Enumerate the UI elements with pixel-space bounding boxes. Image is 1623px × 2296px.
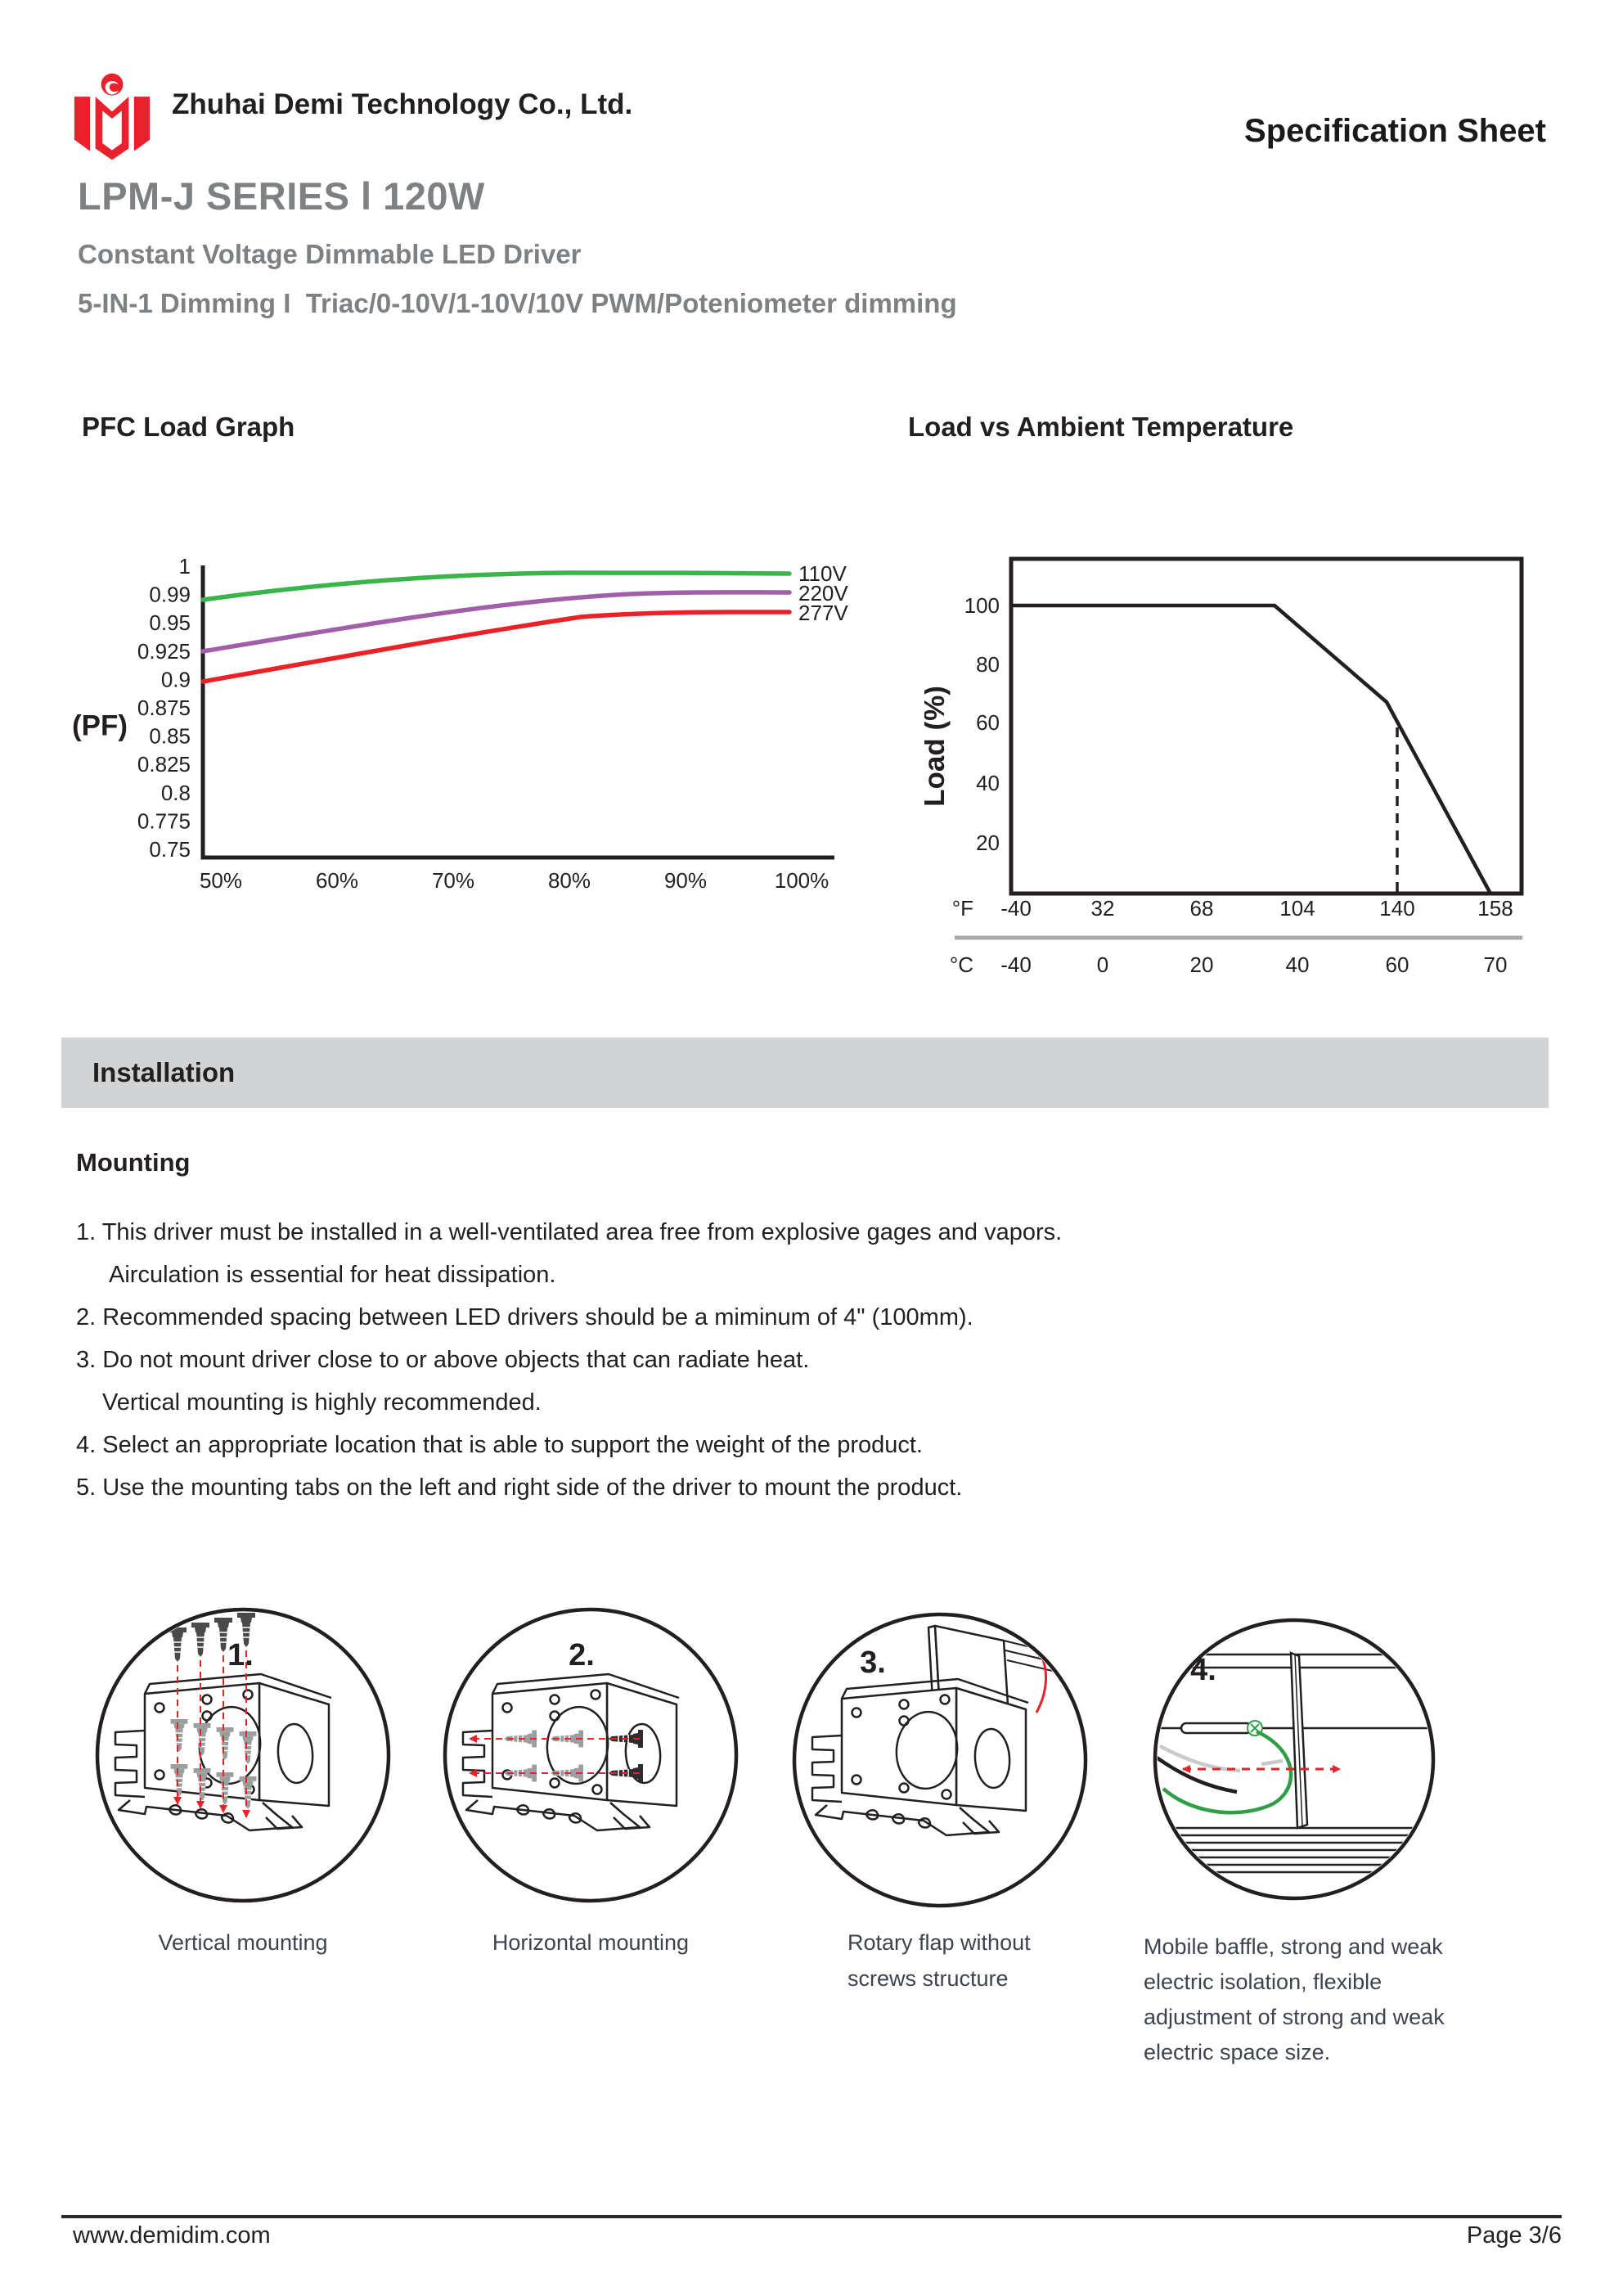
pfc-y-tick: 0.875: [137, 696, 191, 720]
c-tick: 20: [1190, 952, 1214, 977]
company-name: Zhuhai Demi Technology Co., Ltd.: [172, 88, 633, 120]
mounting-instructions: 1. This driver must be installed in a we…: [76, 1211, 1549, 1509]
installation-section-title: Installation: [92, 1057, 236, 1087]
pfc-x-tick: 60%: [316, 868, 358, 893]
subtitle-line-2: 5-IN-1 Dimming I Triac/0-10V/1-10V/10V P…: [78, 288, 957, 318]
load-y-axis-label: Load (%): [924, 686, 951, 807]
load-plot-frame: [1009, 556, 1524, 896]
f-tick: 68: [1190, 896, 1214, 921]
mounting-step: 3. Do not mount driver close to or above…: [76, 1347, 810, 1373]
pfc-y-axis-label: (PF): [72, 710, 128, 742]
c-tick: 0: [1097, 952, 1108, 977]
f-tick: 104: [1279, 896, 1315, 921]
caption-line: screws structure: [847, 1966, 1009, 1991]
sheet-title: Specification Sheet: [1244, 113, 1546, 149]
pfc-x-tick: 50%: [200, 868, 242, 893]
mounting-step: 4. Select an appropriate location that i…: [76, 1432, 923, 1458]
legend-277v: 277V: [798, 601, 848, 625]
pfc-y-tick: 0.825: [137, 752, 191, 777]
pfc-y-tick: 0.95: [149, 610, 191, 635]
caption-line: adjustment of strong and weak: [1144, 2005, 1445, 2029]
figure-1-drawing: [114, 1612, 333, 1832]
mounting-step: 1. This driver must be installed in a we…: [76, 1219, 1063, 1245]
legend-220v: 220V: [798, 581, 848, 606]
load-y-tick: 80: [976, 652, 1000, 677]
fahrenheit-unit-label: °F: [952, 896, 973, 921]
c-tick: 40: [1286, 952, 1310, 977]
mounting-step: 2. Recommended spacing between LED drive…: [76, 1304, 973, 1330]
figure-3-circle: [792, 1612, 1088, 1908]
load-y-tick: 20: [976, 831, 1000, 855]
c-tick: -40: [1000, 952, 1032, 977]
mounting-step-continued: Vertical mounting is highly recommended.: [102, 1389, 542, 1416]
figure-4-caption: Mobile baffle, strong and weak electric …: [1144, 1929, 1463, 2070]
c-tick: 60: [1386, 952, 1409, 977]
caption-line: Horizontal mounting: [492, 1930, 690, 1955]
footer-page-number: Page 3/6: [1466, 2222, 1562, 2249]
mounting-heading: Mounting: [76, 1148, 191, 1177]
pfc-y-tick: 0.99: [149, 583, 191, 607]
figure-2-caption: Horizontal mounting: [443, 1925, 738, 1961]
figure-4-drawing: [1158, 1651, 1431, 1874]
load-y-tick: 40: [976, 771, 1000, 795]
f-tick: 140: [1379, 896, 1414, 921]
demi-logo-icon: [74, 73, 151, 160]
load-chart-title: Load vs Ambient Temperature: [908, 412, 1294, 442]
caption-line: electric space size.: [1144, 2040, 1331, 2064]
load-vs-temp-chart: Load (%) 100 80 60 40 20 °F -40 32 68 10…: [924, 556, 1524, 977]
pfc-y-tick: 0.9: [161, 667, 191, 691]
figure-3-drawing: [811, 1624, 1065, 1837]
pfc-y-tick: 0.85: [149, 724, 191, 749]
mounting-step: 5. Use the mounting tabs on the left and…: [76, 1474, 963, 1501]
footer-website: www.demidim.com: [73, 2222, 271, 2249]
figure-1-caption: Vertical mounting: [96, 1925, 390, 1961]
celsius-unit-label: °C: [950, 952, 973, 977]
pfc-x-tick: 100%: [775, 868, 829, 893]
f-tick: 32: [1091, 896, 1115, 921]
mounting-step-continued: Airculation is essential for heat dissip…: [109, 1262, 556, 1288]
caption-line: electric isolation, flexible: [1144, 1970, 1382, 1994]
series-220v-line: [200, 590, 792, 654]
pfc-y-tick: 0.775: [137, 808, 191, 833]
caption-line: Vertical mounting: [158, 1930, 328, 1955]
f-tick: -40: [1000, 896, 1032, 921]
load-y-tick: 100: [964, 593, 1000, 618]
figure-2-circle: [443, 1607, 739, 1903]
footer-divider: [61, 2215, 1562, 2218]
series-277v-line: [200, 610, 792, 684]
c-tick: 70: [1484, 952, 1508, 977]
pfc-axes: [200, 565, 834, 860]
pfc-x-tick: 70%: [432, 868, 474, 893]
pfc-y-tick: 1: [179, 554, 191, 579]
figure-1-circle: [95, 1607, 391, 1903]
installation-section-bar: Installation: [61, 1038, 1549, 1108]
figure-2-drawing: [461, 1672, 681, 1832]
caption-line: Mobile baffle, strong and weak: [1144, 1934, 1443, 1959]
pfc-y-tick: 0.75: [149, 837, 191, 862]
legend-110v: 110V: [798, 561, 847, 586]
pfc-y-tick: 0.925: [137, 639, 191, 664]
pfc-load-chart: (PF) 1 0.99 0.95 0.925 0.9 0.875 0.85 0.…: [72, 554, 848, 893]
figure-3-number: 3.: [860, 1645, 886, 1680]
pfc-x-tick: 80%: [548, 868, 591, 893]
pfc-chart-title: PFC Load Graph: [82, 412, 295, 442]
figure-3-caption: Rotary flap without screws structure: [847, 1925, 1126, 1997]
pfc-y-tick: 0.8: [161, 781, 191, 805]
mounting-figures: 1. 2. 3. 4.: [95, 1607, 1436, 1908]
figure-4-circle: [1153, 1618, 1436, 1901]
pfc-x-tick: 90%: [664, 868, 707, 893]
figure-2-number: 2.: [569, 1638, 595, 1672]
f-tick: 158: [1477, 896, 1513, 921]
subtitle-line-1: Constant Voltage Dimmable LED Driver: [78, 239, 582, 269]
series-title: LPM-J SERIES l 120W: [78, 174, 485, 218]
figure-1-number: 1.: [227, 1638, 254, 1672]
figure-4-number: 4.: [1190, 1653, 1216, 1687]
load-derating-line: [1011, 603, 1492, 895]
caption-line: Rotary flap without: [847, 1930, 1031, 1955]
series-110v-line: [200, 570, 792, 602]
load-y-tick: 60: [976, 710, 1000, 735]
